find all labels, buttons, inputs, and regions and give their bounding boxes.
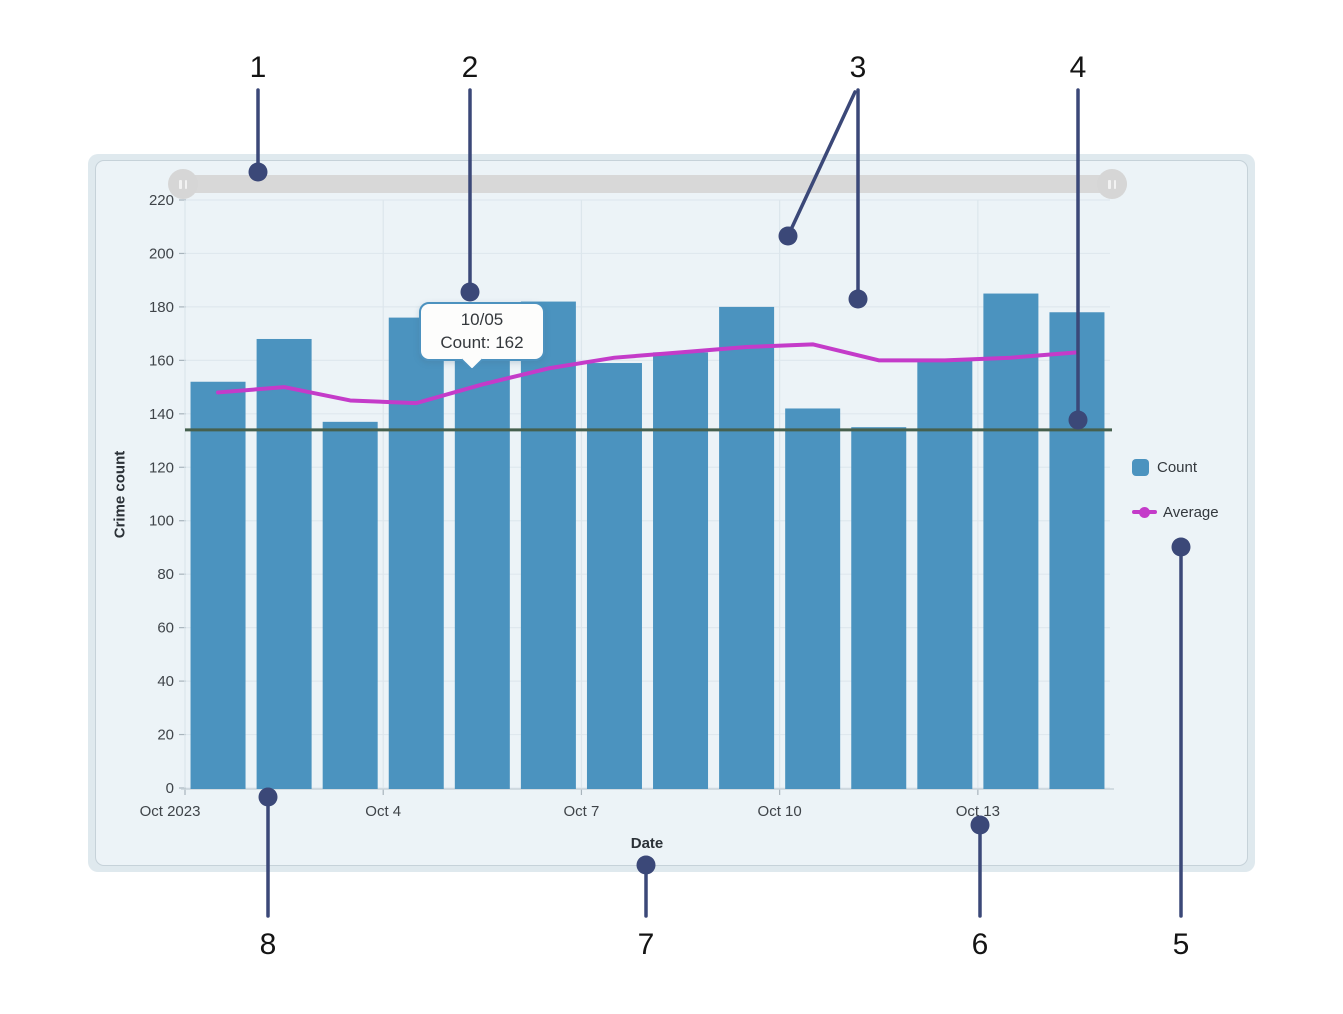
count-swatch-icon: [1132, 458, 1149, 476]
bar-oct-10[interactable]: [785, 408, 841, 789]
x-tick-label: Oct 13: [956, 803, 1000, 820]
y-tick-label: 180: [149, 299, 174, 316]
y-tick-label: 60: [157, 620, 174, 637]
average-dot-icon: [1139, 506, 1150, 518]
scrollbar-left-handle[interactable]: [168, 169, 198, 199]
grip-icon: [179, 179, 182, 189]
average-line-marker-icon: [1132, 506, 1157, 518]
y-tick-label: 160: [149, 352, 174, 369]
x-tick-label: Oct 2023: [140, 803, 201, 820]
bar-oct-11[interactable]: [851, 427, 907, 789]
grip-icon: [1108, 179, 1111, 189]
chart-tooltip: 10/05 Count: 162: [419, 302, 545, 372]
bar-oct-6[interactable]: [520, 301, 576, 789]
bar-oct-1[interactable]: [190, 381, 246, 789]
bar-oct-5[interactable]: [454, 355, 510, 789]
y-tick-label: 80: [157, 566, 174, 583]
y-tick-label: 220: [149, 192, 174, 209]
scrollbar-right-handle[interactable]: [1097, 169, 1127, 199]
grip-icon: [1113, 179, 1116, 189]
x-tick-label: Oct 4: [365, 803, 401, 820]
bar-oct-7[interactable]: [586, 363, 642, 789]
scrollbar-track[interactable]: [172, 175, 1127, 193]
bar-oct-13[interactable]: [983, 293, 1039, 789]
bar-oct-14[interactable]: [1049, 312, 1105, 789]
y-tick-label: 20: [157, 727, 174, 744]
average-line-series[interactable]: [216, 342, 1079, 406]
y-tick-label: 120: [149, 459, 174, 476]
y-tick-label: 0: [166, 780, 174, 797]
legend-label-average: Average: [1163, 503, 1219, 521]
y-tick-label: 140: [149, 406, 174, 423]
bar-oct-12[interactable]: [917, 360, 973, 789]
legend: Count Average: [1132, 458, 1219, 548]
y-tick-label: 200: [149, 245, 174, 262]
bar-oct-8[interactable]: [653, 352, 709, 789]
y-tick-label: 100: [149, 513, 174, 530]
legend-item-average[interactable]: Average: [1132, 503, 1219, 521]
legend-item-count[interactable]: Count: [1132, 458, 1219, 476]
grip-icon: [184, 179, 187, 189]
bar-oct-2[interactable]: [256, 338, 312, 789]
bar-oct-4[interactable]: [388, 317, 444, 789]
x-tick-label: Oct 10: [758, 803, 802, 820]
x-tick-label: Oct 7: [563, 803, 599, 820]
y-tick-label: 40: [157, 673, 174, 690]
bar-oct-9[interactable]: [719, 306, 775, 789]
tooltip-value: Count: 162: [440, 333, 524, 352]
bar-oct-3[interactable]: [322, 421, 378, 789]
legend-label-count: Count: [1157, 458, 1198, 476]
x-axis-title: Date: [630, 835, 664, 852]
tooltip-date: 10/05: [460, 310, 504, 329]
